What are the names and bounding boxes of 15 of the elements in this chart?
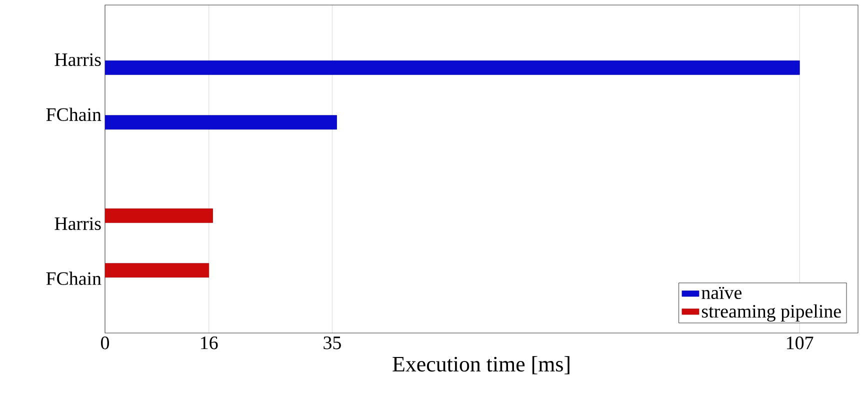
bar — [105, 263, 210, 278]
bar — [105, 115, 337, 130]
legend-label: streaming pipeline — [702, 304, 841, 322]
y-tick-label: FChain — [46, 108, 102, 121]
x-tick-label: 35 — [324, 336, 341, 350]
bar — [105, 60, 800, 75]
legend-label: naïve — [702, 286, 742, 300]
x-axis-title: Execution time [ms] — [392, 356, 570, 374]
x-tick-label: 16 — [201, 336, 218, 350]
bar — [105, 208, 213, 223]
y-tick-label: FChain — [46, 272, 102, 285]
y-tick-label: Harris — [54, 217, 101, 230]
x-tick-label: 107 — [787, 336, 814, 350]
y-tick-label: Harris — [54, 53, 101, 66]
x-tick-label: 0 — [100, 336, 110, 350]
